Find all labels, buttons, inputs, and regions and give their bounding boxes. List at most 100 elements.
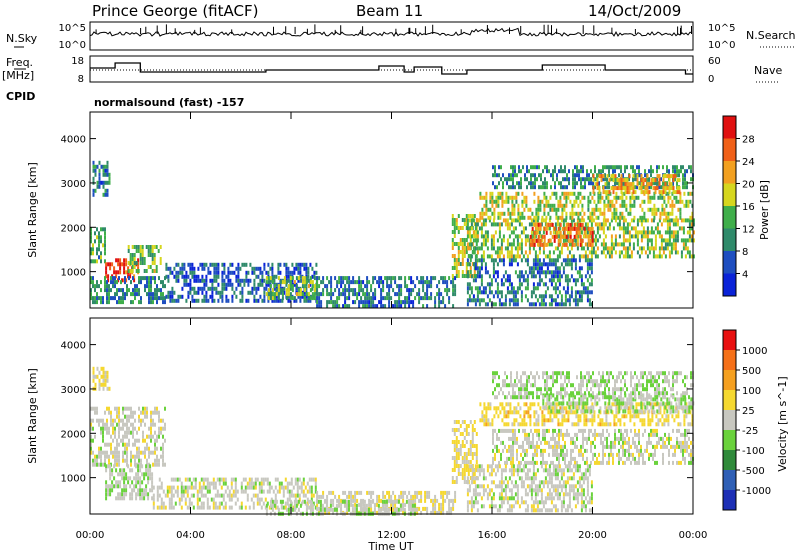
heatmap-cell (569, 230, 572, 235)
heatmap-cell (552, 432, 554, 437)
heatmap-cell (543, 195, 546, 200)
heatmap-cell (217, 282, 220, 287)
heatmap-cell (129, 257, 132, 261)
heatmap-cell (216, 493, 219, 498)
heatmap-cell (243, 282, 246, 287)
heatmap-cell (146, 284, 148, 289)
heatmap-cell (207, 298, 210, 303)
heatmap-cell (498, 448, 500, 453)
heatmap-cell (96, 300, 98, 305)
heatmap-cell (566, 177, 568, 182)
heatmap-cell (479, 195, 482, 200)
heatmap-cell (639, 203, 642, 208)
heatmap-cell (469, 476, 472, 480)
heatmap-cell (638, 169, 640, 174)
heatmap-cell (275, 274, 278, 279)
heatmap-cell (605, 203, 608, 208)
heatmap-cell (404, 304, 407, 309)
heatmap-cell (573, 199, 576, 204)
heatmap-cell (206, 489, 209, 494)
heatmap-cell (442, 300, 445, 305)
heatmap-cell (287, 507, 290, 512)
heatmap-cell (114, 276, 116, 281)
heatmap-cell (290, 493, 293, 498)
heatmap-cell (265, 280, 268, 285)
heatmap-cell (557, 215, 560, 220)
heatmap-cell (158, 430, 160, 435)
heatmap-cell (130, 462, 132, 467)
heatmap-cell (463, 222, 466, 226)
heatmap-cell (320, 292, 323, 297)
heatmap-cell (529, 238, 532, 243)
heatmap-cell (106, 280, 108, 285)
heatmap-cell (261, 282, 264, 287)
heatmap-cell (588, 250, 591, 255)
heatmap-cell (522, 274, 525, 279)
heatmap-cell (534, 173, 536, 178)
heatmap-cell (465, 226, 468, 230)
heatmap-cell (505, 199, 508, 204)
heatmap-cell (94, 296, 96, 301)
heatmap-cell (126, 422, 128, 427)
heatmap-cell (554, 181, 556, 186)
heatmap-cell (485, 191, 488, 196)
heatmap-cell (400, 276, 403, 281)
heatmap-cell (151, 496, 154, 501)
heatmap-cell (505, 191, 508, 196)
heatmap-cell (574, 432, 576, 437)
heatmap-cell (566, 448, 568, 453)
heatmap-cell (465, 456, 468, 460)
heatmap-cell (614, 174, 617, 179)
heatmap-cell (452, 276, 455, 281)
heatmap-cell (410, 292, 413, 297)
heatmap-cell (102, 378, 105, 383)
heatmap-cell (540, 278, 543, 283)
heatmap-cell (570, 436, 572, 441)
heatmap-cell (508, 177, 510, 182)
heatmap-cell (118, 410, 120, 415)
heatmap-cell (524, 270, 527, 275)
heatmap-cell (335, 503, 338, 508)
heatmap-cell (560, 262, 563, 267)
heatmap-cell (438, 292, 441, 297)
heatmap-cell (102, 462, 104, 467)
heatmap-cell (670, 242, 673, 247)
heatmap-cell (297, 266, 300, 271)
heatmap-cell (684, 185, 686, 190)
heatmap-cell (206, 481, 209, 486)
heatmap-cell (563, 195, 566, 200)
heatmap-cell (177, 262, 180, 267)
heatmap-cell (562, 222, 565, 227)
heatmap-cell (549, 203, 552, 208)
heatmap-cell (587, 242, 590, 247)
heatmap-cell (138, 300, 140, 305)
heatmap-cell (648, 230, 651, 235)
heatmap-cell (133, 278, 136, 283)
heatmap-cell (518, 278, 521, 283)
heatmap-cell (359, 507, 362, 512)
heatmap-cell (534, 444, 536, 449)
heatmap-cell (300, 501, 303, 506)
heatmap-cell (249, 278, 252, 283)
heatmap-cell (107, 484, 110, 489)
heatmap-cell (666, 186, 669, 191)
heatmap-cell (326, 300, 329, 305)
heatmap-cell (455, 222, 458, 226)
heatmap-cell (451, 214, 454, 218)
heatmap-cell (638, 230, 641, 235)
heatmap-cell (540, 262, 543, 267)
heatmap-cell (168, 501, 171, 506)
heatmap-cell (350, 288, 353, 293)
heatmap-cell (463, 444, 466, 448)
heatmap-cell (281, 499, 284, 504)
heatmap-cell (438, 280, 441, 285)
heatmap-cell (273, 499, 276, 504)
heatmap-cell (646, 254, 649, 259)
heatmap-cell (484, 286, 487, 291)
heatmap-cell (210, 497, 213, 502)
y-tick-label: 1000 (61, 268, 86, 279)
heatmap-cell (680, 218, 683, 223)
heatmap-cell (526, 436, 528, 441)
heatmap-cell (234, 477, 237, 482)
heatmap-cell (542, 456, 544, 461)
